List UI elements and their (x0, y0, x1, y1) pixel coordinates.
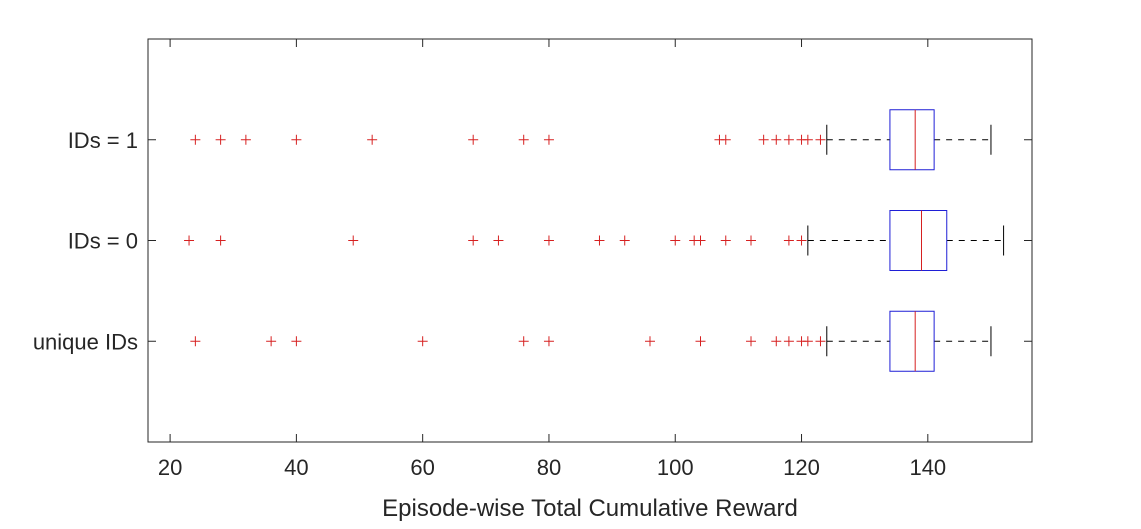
y-tick-label: IDs = 1 (68, 128, 138, 153)
row-2-outlier-point (771, 336, 782, 347)
row-0-outlier-point (367, 134, 378, 145)
y-tick-label: IDs = 0 (68, 229, 138, 254)
row-2-outlier-point (695, 336, 706, 347)
row-1-outlier-point (783, 235, 794, 246)
row-2-outlier-point (644, 336, 655, 347)
x-tick-label: 100 (657, 455, 694, 480)
x-tick-label: 60 (410, 455, 434, 480)
row-2-outlier-point (518, 336, 529, 347)
axis-ticks: IDs = 1 IDs = 0 unique IDs 20 40 60 80 100 120 14… (33, 39, 1032, 480)
x-tick-label: 40 (284, 455, 308, 480)
row-2-outlier-point (291, 336, 302, 347)
row-1-outlier-point (215, 235, 226, 246)
x-tick-label: 140 (909, 455, 946, 480)
x-axis-label: Episode-wise Total Cumulative Reward (382, 495, 798, 522)
row-0-outlier-point (783, 134, 794, 145)
row-0-outlier-point (720, 134, 731, 145)
row-2-outlier-point (417, 336, 428, 347)
row-0-outlier-point (468, 134, 479, 145)
row-2-outlier-point (746, 336, 757, 347)
x-tick-label: 80 (537, 455, 561, 480)
row-0-outlier-point (240, 134, 251, 145)
plot-marks (184, 109, 1005, 372)
row-0-outlier-point (815, 134, 826, 145)
y-tick-label: unique IDs (33, 329, 138, 354)
row-2-outlier-point (543, 336, 554, 347)
row-1-outlier-point (695, 235, 706, 246)
row-2-outlier-point (815, 336, 826, 347)
row-2-outlier-point (190, 336, 201, 347)
row-1-outlier-point (594, 235, 605, 246)
row-1-outlier-point (670, 235, 681, 246)
row-0-outlier-point (518, 134, 529, 145)
row-2-outlier-point (802, 336, 813, 347)
row-1-outlier-point (468, 235, 479, 246)
row-0-outlier-point (215, 134, 226, 145)
row-2-iqr-box (889, 310, 935, 372)
row-0-outlier-point (543, 134, 554, 145)
row-2-outlier-point (783, 336, 794, 347)
row-0-outlier-point (758, 134, 769, 145)
row-0-outlier-point (771, 134, 782, 145)
row-0-outlier-point (190, 134, 201, 145)
row-2-outlier-point (266, 336, 277, 347)
row-1-iqr-box (889, 210, 948, 271)
row-0-outlier-point (291, 134, 302, 145)
row-1-outlier-point (796, 235, 807, 246)
plot-frame (147, 38, 1033, 443)
row-1-outlier-point (543, 235, 554, 246)
row-0-outlier-point (802, 134, 813, 145)
row-1-outlier-point (348, 235, 359, 246)
row-0-iqr-box (889, 109, 935, 171)
row-1-outlier-point (746, 235, 757, 246)
row-1-outlier-point (619, 235, 630, 246)
x-tick-label: 120 (783, 455, 820, 480)
row-1-outlier-point (720, 235, 731, 246)
row-1-outlier-point (493, 235, 504, 246)
x-tick-label: 20 (158, 455, 182, 480)
row-1-outlier-point (184, 235, 195, 246)
